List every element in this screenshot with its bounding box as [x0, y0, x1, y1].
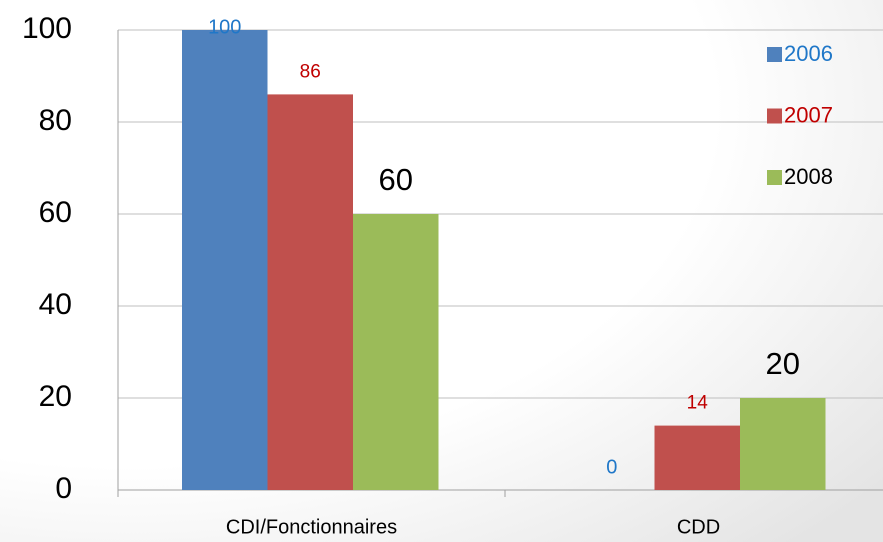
legend-swatch	[767, 47, 782, 62]
data-label: 100	[208, 16, 241, 38]
legend-label: 2008	[784, 164, 833, 189]
bar	[740, 398, 826, 490]
x-tick-label: CDD	[677, 516, 720, 538]
data-label: 14	[687, 393, 709, 414]
legend-label: 2006	[784, 41, 833, 66]
data-label: 60	[379, 162, 413, 197]
data-label: 86	[300, 61, 321, 82]
legend-label: 2007	[784, 102, 833, 127]
data-label: 0	[606, 456, 617, 478]
y-tick-label: 100	[22, 12, 72, 45]
legend-swatch	[767, 170, 782, 185]
x-tick-label: CDI/Fonctionnaires	[226, 516, 397, 538]
y-tick-label: 0	[55, 472, 72, 505]
bar	[353, 214, 439, 490]
bar	[654, 425, 740, 490]
y-tick-label: 40	[39, 288, 72, 321]
y-tick-label: 20	[39, 380, 72, 413]
data-label: 20	[766, 346, 800, 381]
y-tick-label: 60	[39, 196, 72, 229]
bar	[267, 94, 353, 491]
bar	[182, 30, 268, 490]
legend-swatch	[767, 108, 782, 124]
y-tick-label: 80	[39, 104, 72, 137]
